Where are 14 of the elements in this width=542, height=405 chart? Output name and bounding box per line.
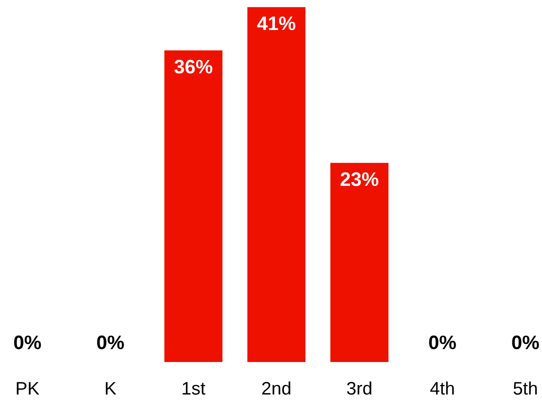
- x-tick-label: 5th: [514, 381, 537, 395]
- data-label: 23%: [340, 172, 378, 186]
- data-label: 0%: [97, 336, 124, 350]
- x-tick-label: 3rd: [347, 381, 372, 395]
- x-tick-label: PK: [16, 382, 40, 395]
- x-tick-label: 4th: [430, 381, 454, 395]
- x-tick-label: K: [106, 382, 116, 395]
- data-label: 0%: [14, 336, 41, 350]
- data-label: 0%: [429, 336, 456, 350]
- x-tick-label: 2nd: [262, 381, 290, 395]
- data-label: 0%: [512, 336, 539, 350]
- data-label: 36%: [174, 60, 212, 74]
- x-tick-label: 1st: [182, 382, 206, 395]
- data-label: 41%: [257, 16, 296, 30]
